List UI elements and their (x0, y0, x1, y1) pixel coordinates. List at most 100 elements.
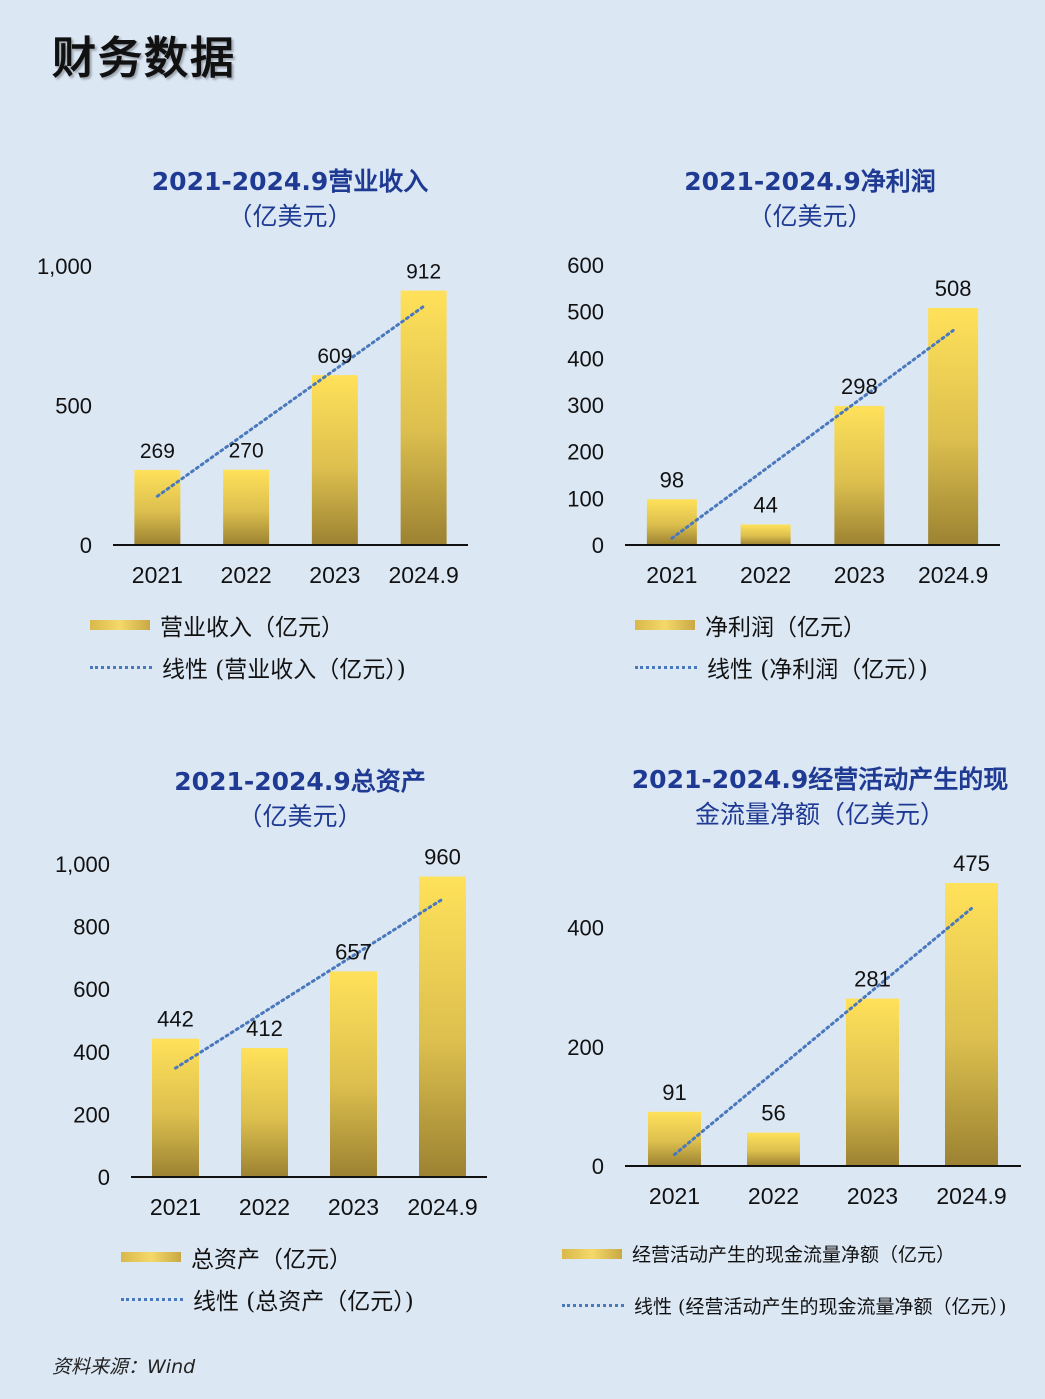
bar (419, 876, 466, 1177)
data-label: 270 (229, 440, 264, 463)
data-label: 960 (424, 845, 461, 870)
y-tick-label: 0 (592, 533, 604, 558)
data-label: 475 (953, 851, 990, 876)
data-label: 508 (935, 276, 972, 301)
chart-title-main: 2021-2024.9营业收入 (151, 167, 429, 196)
x-tick-label: 2023 (328, 1194, 379, 1220)
chart-title-main: 2021-2024.9净利润 (684, 167, 936, 196)
chart-title-sub: （亿美元） (227, 202, 353, 231)
y-tick-label: 1,000 (55, 852, 110, 877)
legend-bar-label: 营业收入（亿元） (160, 615, 344, 641)
x-tick-label: 2021 (132, 562, 183, 588)
data-label: 269 (140, 440, 175, 463)
legend-item-trend: 线性 (经营活动产生的现金流量净额（亿元）) (562, 1292, 1006, 1319)
page-title: 财务数据 (52, 33, 236, 84)
y-tick-label: 200 (567, 440, 604, 465)
legend-line-swatch (635, 665, 697, 669)
legend-line-label: 线性 (总资产（亿元）) (193, 1289, 414, 1315)
y-tick-label: 500 (55, 394, 92, 419)
bar (311, 375, 358, 545)
y-tick-label: 300 (567, 393, 604, 418)
bar (223, 469, 270, 545)
y-tick-label: 600 (73, 977, 110, 1002)
bar (846, 998, 899, 1166)
legend-bar-swatch (562, 1248, 622, 1259)
y-tick-label: 200 (567, 1035, 604, 1060)
x-tick-label: 2024.9 (407, 1194, 477, 1220)
legend-bar-label: 总资产（亿元） (191, 1247, 352, 1273)
y-tick-label: 400 (73, 1040, 110, 1065)
x-tick-label: 2022 (239, 1194, 290, 1220)
trendline (174, 897, 444, 1070)
x-tick-label: 2021 (150, 1194, 201, 1220)
data-label: 281 (854, 967, 891, 992)
x-tick-label: 2022 (748, 1183, 799, 1209)
x-tick-label: 2023 (309, 562, 360, 588)
legend-item-trend: 线性 (营业收入（亿元）) (90, 650, 406, 684)
y-tick-label: 200 (73, 1102, 110, 1127)
trendline (670, 329, 955, 540)
bar (928, 307, 979, 545)
legend-line-swatch (90, 665, 152, 669)
legend-item-trend: 线性 (总资产（亿元）) (121, 1282, 414, 1316)
chart-title-sub: 金流量净额（亿美元） (694, 800, 945, 829)
bar (740, 524, 791, 545)
data-label: 657 (335, 939, 372, 964)
bar (400, 290, 447, 545)
legend-item-bar: 净利润（亿元） (635, 608, 866, 642)
legend-bar-label: 净利润（亿元） (705, 615, 866, 641)
y-tick-label: 0 (592, 1154, 604, 1179)
y-tick-label: 500 (567, 300, 604, 325)
chart-title-main: 2021-2024.9经营活动产生的现 (631, 765, 1009, 794)
bar (834, 405, 885, 545)
legend-line-swatch (562, 1304, 624, 1307)
chart-title: 2021-2024.9经营活动产生的现 金流量净额（亿美元） (620, 762, 1020, 832)
x-tick-label: 2024.9 (388, 562, 458, 588)
x-tick-label: 2023 (847, 1183, 898, 1209)
x-tick-label: 2024.9 (918, 562, 988, 588)
chart-title-sub: （亿美元） (747, 202, 873, 231)
y-tick-label: 400 (567, 346, 604, 371)
x-tick-label: 2023 (834, 562, 885, 588)
data-label: 912 (406, 261, 441, 284)
y-tick-label: 600 (567, 253, 604, 278)
chart-title: 2021-2024.9总资产 （亿美元） (130, 764, 470, 834)
legend-line-label: 线性 (营业收入（亿元）) (162, 657, 406, 683)
legend-line-label: 线性 (经营活动产生的现金流量净额（亿元）) (634, 1296, 1007, 1318)
y-tick-label: 1,000 (37, 254, 92, 279)
bar (241, 1048, 288, 1177)
y-tick-label: 0 (98, 1165, 110, 1190)
legend-item-bar: 营业收入（亿元） (90, 608, 344, 642)
x-tick-label: 2022 (740, 562, 791, 588)
legend-line-label: 线性 (净利润（亿元）) (707, 657, 928, 683)
data-label: 442 (157, 1007, 194, 1032)
chart-title-sub: （亿美元） (237, 802, 363, 831)
bar (134, 469, 181, 545)
x-tick-label: 2022 (221, 562, 272, 588)
chart-title-main: 2021-2024.9总资产 (174, 767, 426, 796)
bar (330, 971, 377, 1177)
data-label: 609 (317, 345, 352, 368)
trendline (155, 304, 426, 498)
source-note: 资料来源：Wind (52, 1356, 196, 1378)
data-label: 98 (660, 467, 684, 492)
legend-item-trend: 线性 (净利润（亿元）) (635, 650, 928, 684)
x-tick-label: 2021 (646, 562, 697, 588)
data-label: 91 (662, 1080, 686, 1105)
bar (747, 1132, 800, 1166)
trendline (673, 906, 973, 1157)
legend-line-swatch (121, 1297, 183, 1301)
legend-bar-swatch (90, 620, 150, 630)
data-label: 298 (841, 374, 878, 399)
legend-bar-swatch (121, 1252, 181, 1262)
bar (152, 1038, 199, 1177)
y-tick-label: 0 (80, 533, 92, 558)
x-tick-label: 2021 (649, 1183, 700, 1209)
legend-item-bar: 经营活动产生的现金流量净额（亿元） (562, 1240, 955, 1267)
chart-title: 2021-2024.9营业收入 （亿美元） (120, 164, 460, 234)
data-label: 412 (246, 1016, 283, 1041)
y-tick-label: 100 (567, 486, 604, 511)
